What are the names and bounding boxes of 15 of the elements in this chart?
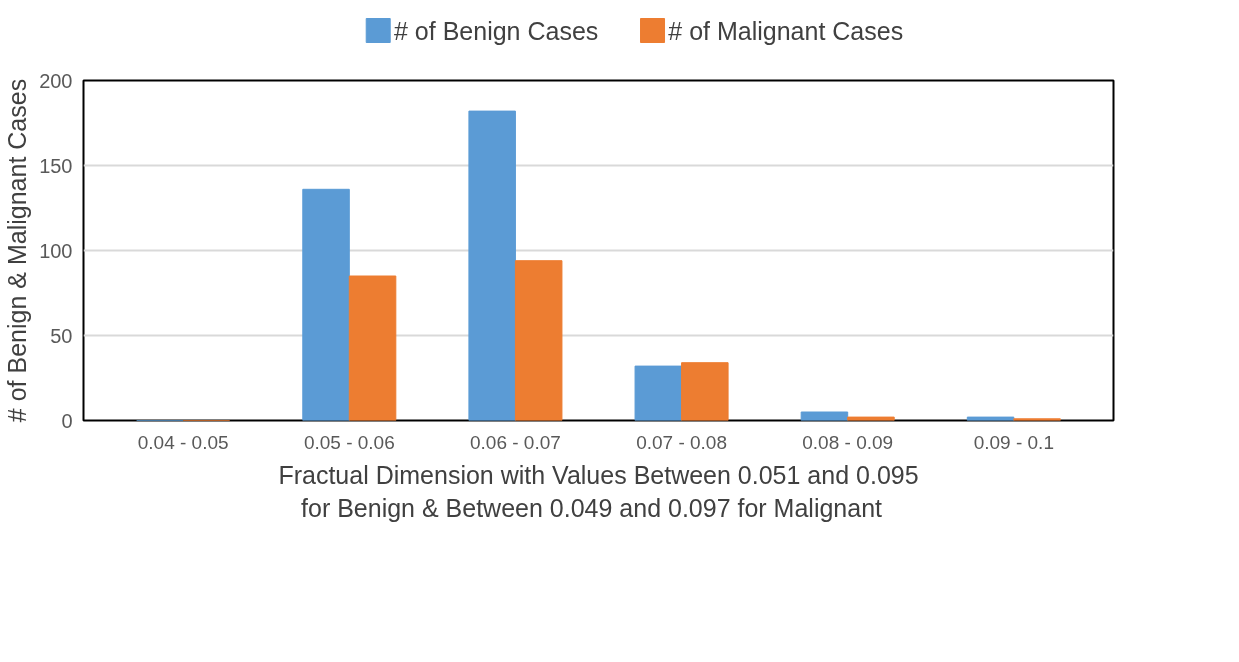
x-axis-title: Fractual Dimension with Values Between 0.051 and 0.095 for Benign & Between 0.049 and 0.097 for Malignant bbox=[278, 460, 919, 523]
y-tick-label: 0 bbox=[61, 409, 73, 432]
x-tick-label: 0.07 - 0.08 bbox=[636, 431, 727, 453]
x-tick-label: 0.05 - 0.06 bbox=[303, 431, 395, 453]
y-tick-label: 150 bbox=[39, 154, 73, 177]
y-tick-label: 50 bbox=[50, 324, 73, 347]
x-tick-label: 0.09 - 0.1 bbox=[973, 431, 1054, 453]
x-tick-label: 0.08 - 0.09 bbox=[802, 431, 894, 453]
legend-label: # of Benign Cases bbox=[394, 16, 599, 45]
legend-label: # of Malignant Cases bbox=[668, 16, 904, 45]
y-tick-label: 100 bbox=[39, 239, 73, 262]
x-tick-label: 0.06 - 0.07 bbox=[470, 431, 561, 453]
y-tick-label: 200 bbox=[39, 69, 73, 92]
x-tick-label: 0.04 - 0.05 bbox=[137, 431, 229, 453]
y-axis-title: # of Benign & Malignant Cases bbox=[3, 78, 32, 423]
